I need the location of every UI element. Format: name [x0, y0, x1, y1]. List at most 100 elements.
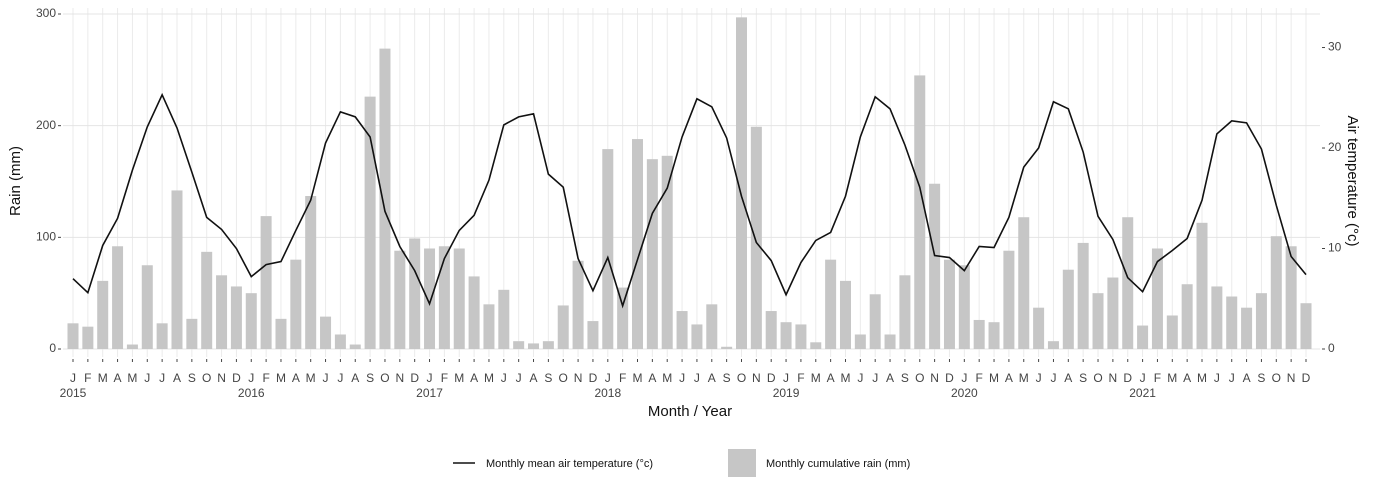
x-tick-label: J — [70, 371, 76, 385]
x-tick-label: F — [619, 371, 626, 385]
bar — [1018, 217, 1030, 349]
x-tick-label: J — [1036, 371, 1042, 385]
x-tick-label: D — [589, 371, 598, 385]
x-tick-label: M — [1167, 371, 1177, 385]
bar — [1211, 286, 1223, 349]
x-tick-label: A — [827, 371, 835, 385]
bar — [349, 344, 361, 349]
bar — [82, 326, 94, 349]
x-tick-label: S — [901, 371, 909, 385]
x-tick-label: D — [1123, 371, 1132, 385]
bar — [914, 75, 926, 350]
bar — [869, 294, 881, 349]
legend-key — [728, 449, 756, 477]
bar — [468, 276, 480, 349]
x-tick-label: M — [840, 371, 850, 385]
year-label: 2017 — [416, 386, 443, 400]
x-tick-label: J — [679, 371, 685, 385]
x-tick-label: N — [395, 371, 404, 385]
y2-tick-label: 0 — [1328, 341, 1335, 355]
x-tick-label: A — [1183, 371, 1191, 385]
bar — [1151, 248, 1163, 349]
bar — [943, 259, 955, 349]
bar — [201, 251, 213, 349]
year-label: 2020 — [951, 386, 978, 400]
y2-tick-label: 20 — [1328, 140, 1342, 154]
bar — [750, 126, 762, 350]
x-tick-label: J — [783, 371, 789, 385]
x-tick-label: J — [501, 371, 507, 385]
x-tick-label: J — [1229, 371, 1235, 385]
x-tick-label: A — [1005, 371, 1013, 385]
bar — [958, 265, 970, 349]
bar — [929, 183, 941, 349]
bar — [245, 293, 257, 349]
year-label: 2015 — [60, 386, 87, 400]
x-tick-label: O — [559, 371, 568, 385]
bar — [780, 322, 792, 349]
bar — [364, 96, 376, 349]
bar — [810, 342, 822, 349]
legend-label: Monthly mean air temperature (°c) — [486, 458, 653, 470]
y2-tick-label: 10 — [1328, 241, 1342, 255]
x-tick-label: A — [1064, 371, 1072, 385]
bar — [825, 259, 837, 349]
y-axis-title: Rain (mm) — [7, 146, 24, 216]
bar — [320, 316, 332, 349]
x-tick-label: S — [723, 371, 731, 385]
x-tick-label: A — [470, 371, 478, 385]
year-label: 2021 — [1129, 386, 1156, 400]
x-tick-label: N — [752, 371, 761, 385]
x-tick-label: J — [872, 371, 878, 385]
x-tick-label: S — [1079, 371, 1087, 385]
bar — [795, 324, 807, 349]
x-tick-label: M — [1197, 371, 1207, 385]
x-tick-label: J — [248, 371, 254, 385]
bar — [854, 334, 866, 349]
bar — [1137, 325, 1149, 349]
x-tick-label: M — [454, 371, 464, 385]
bar — [1166, 315, 1178, 349]
bar — [528, 343, 540, 349]
bar — [1300, 303, 1312, 349]
x-tick-label: M — [989, 371, 999, 385]
bar — [1077, 242, 1089, 349]
x-tick-label: M — [1019, 371, 1029, 385]
bar — [275, 318, 287, 349]
bar — [260, 216, 272, 349]
y-tick-label: 0 — [49, 341, 56, 355]
bar — [112, 246, 124, 349]
bar — [839, 280, 851, 349]
x-tick-label: N — [217, 371, 226, 385]
bar — [1270, 236, 1282, 349]
bar — [1181, 284, 1193, 349]
bar — [1285, 246, 1297, 349]
x-tick-label: J — [605, 371, 611, 385]
x-tick-label: O — [202, 371, 211, 385]
x-tick-label: N — [930, 371, 939, 385]
x-tick-label: O — [915, 371, 924, 385]
bar — [602, 149, 614, 349]
year-label: 2016 — [238, 386, 265, 400]
x-tick-label: A — [351, 371, 359, 385]
x-tick-label: A — [648, 371, 656, 385]
bar — [1003, 250, 1015, 349]
legend-label: Monthly cumulative rain (mm) — [766, 458, 910, 470]
y-tick-label: 300 — [36, 6, 56, 20]
bar — [617, 287, 629, 349]
x-tick-label: M — [662, 371, 672, 385]
bar — [973, 319, 985, 349]
x-tick-label: M — [127, 371, 137, 385]
x-tick-label: O — [380, 371, 389, 385]
x-tick-label: O — [1272, 371, 1281, 385]
x-tick-label: M — [633, 371, 643, 385]
bar — [1255, 293, 1267, 349]
bar — [557, 305, 569, 349]
x-tick-label: A — [886, 371, 894, 385]
bar — [1047, 341, 1059, 349]
bar — [126, 344, 138, 349]
bar — [230, 286, 242, 349]
bar — [334, 334, 346, 349]
x-tick-label: S — [188, 371, 196, 385]
